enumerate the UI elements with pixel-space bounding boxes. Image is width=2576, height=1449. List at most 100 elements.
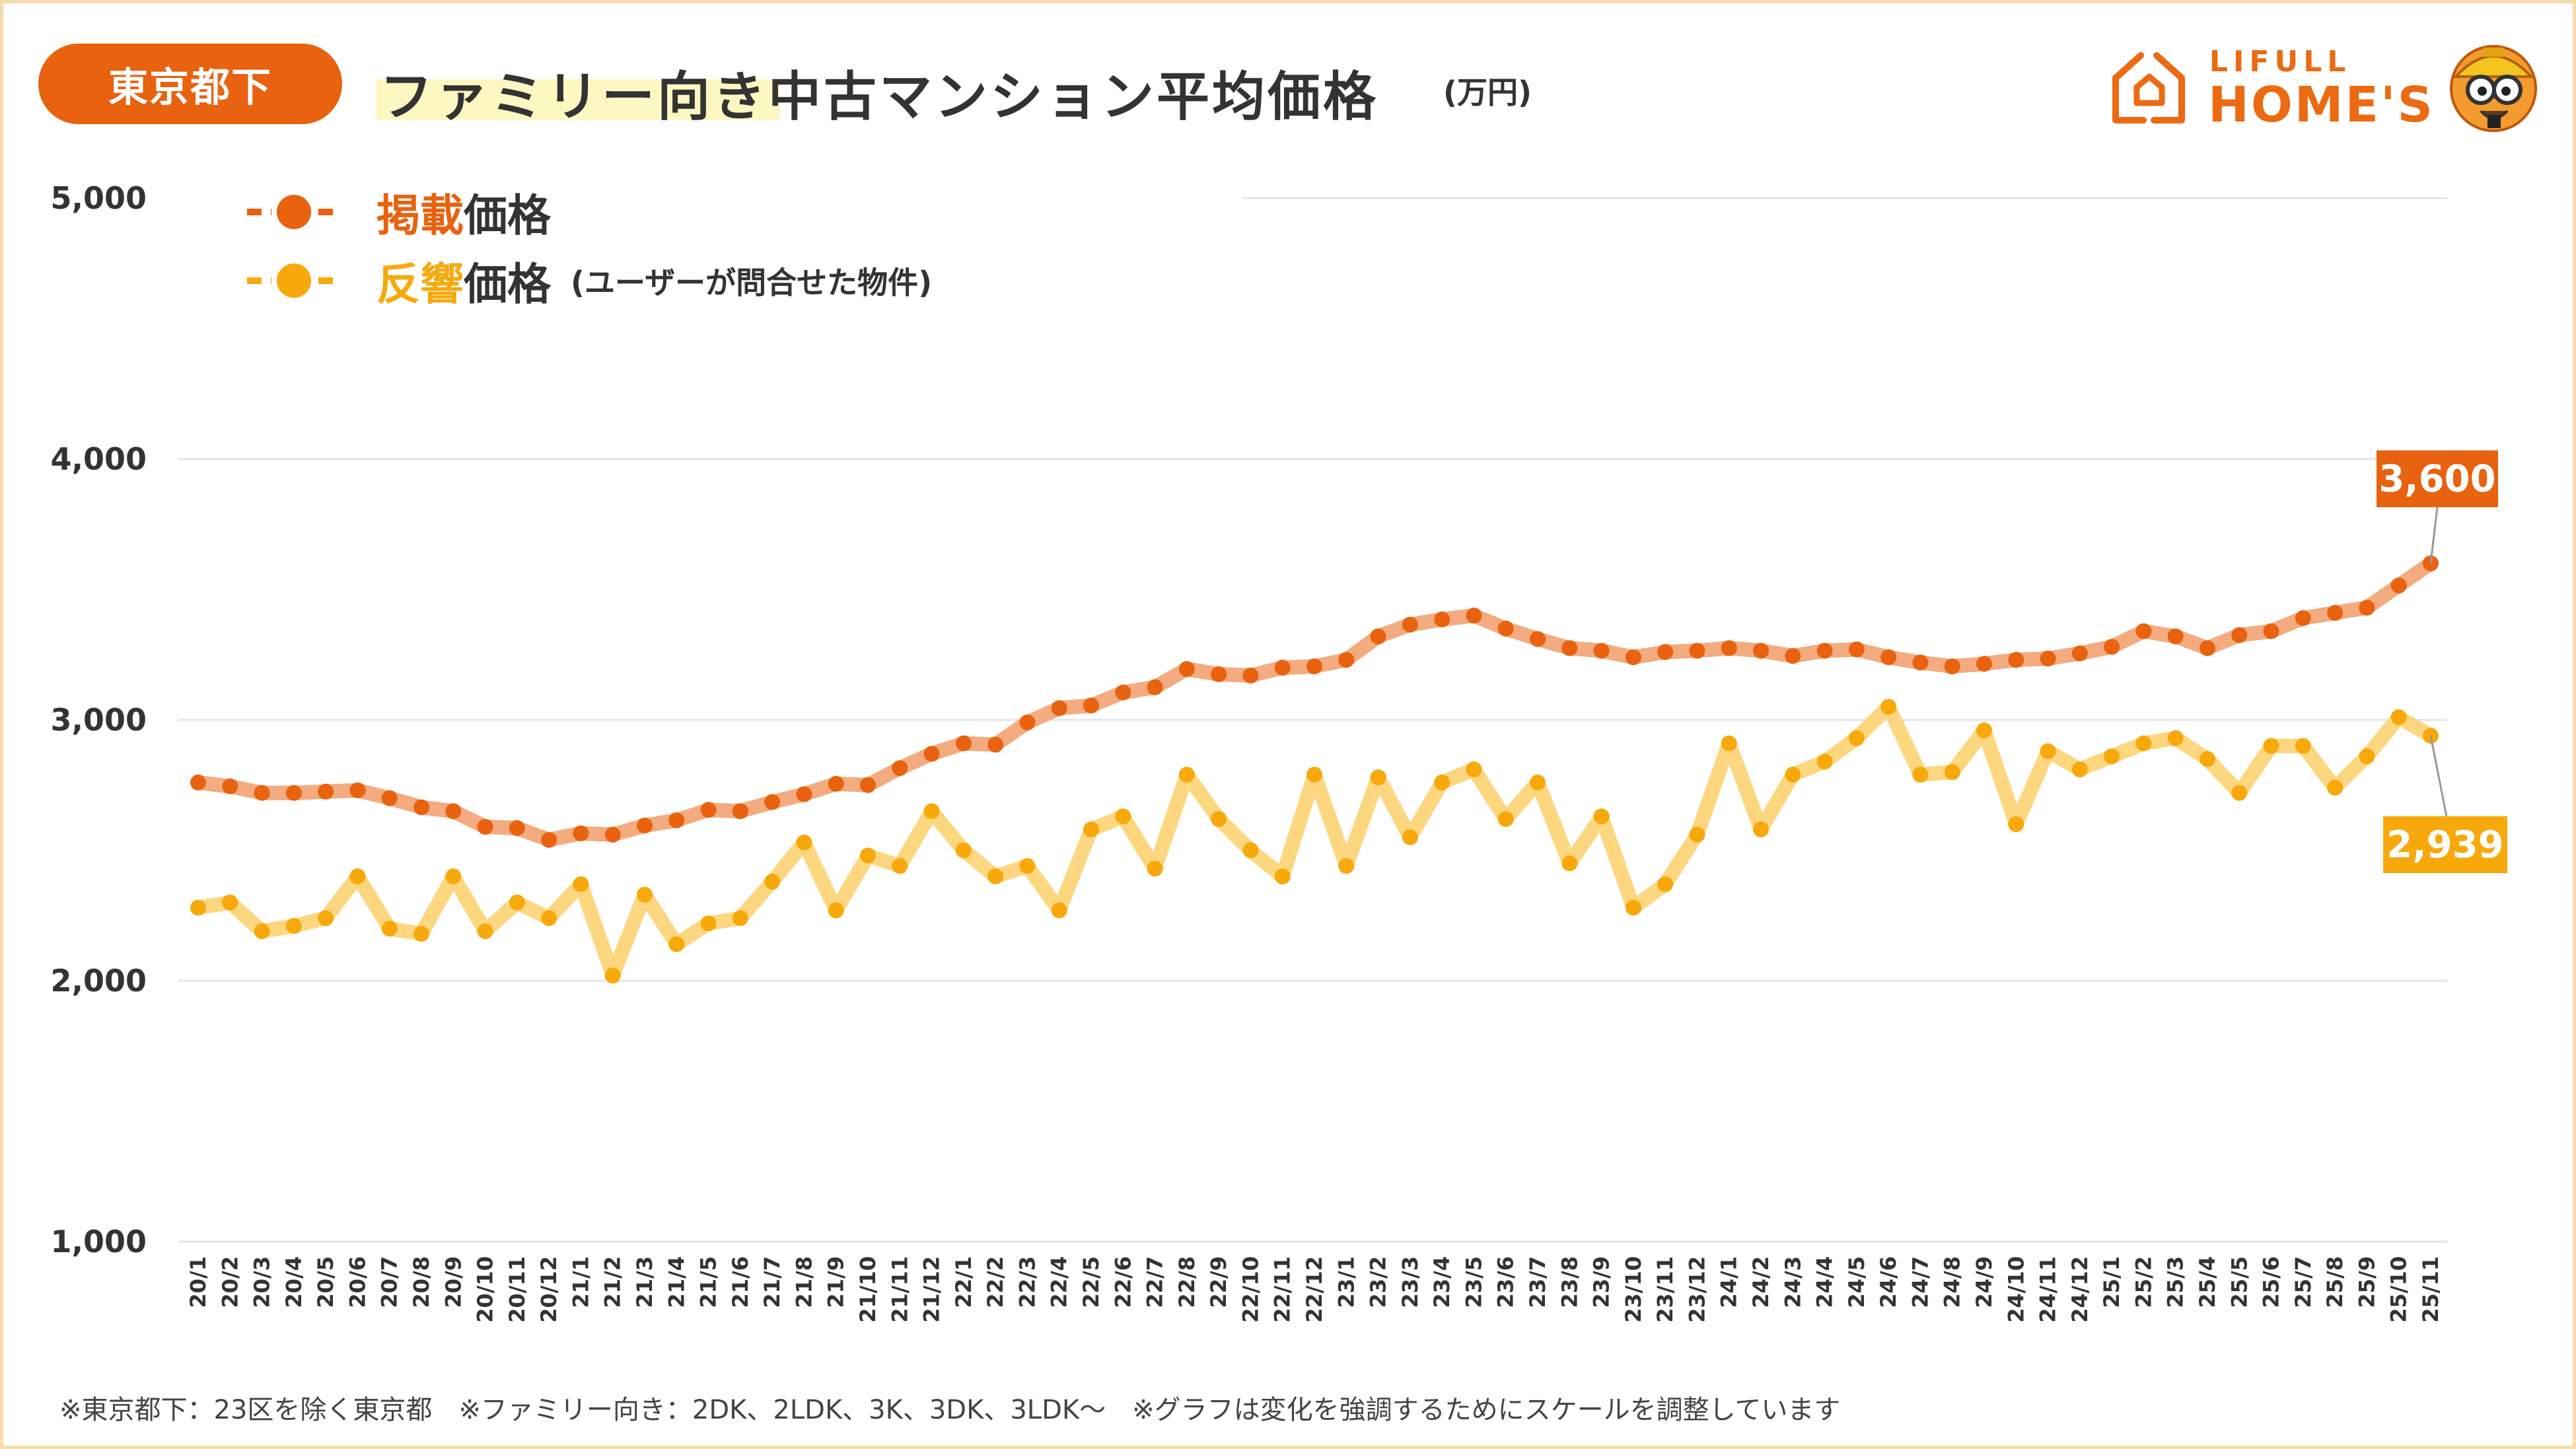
data-point-listed <box>764 794 781 810</box>
x-tick-label: 21/7 <box>760 1256 785 1308</box>
x-tick-label: 20/2 <box>217 1256 242 1308</box>
data-point-response <box>1306 766 1322 783</box>
data-point-listed <box>1083 697 1099 714</box>
x-tick-label: 25/10 <box>2386 1256 2412 1323</box>
x-tick-label: 24/4 <box>1812 1256 1838 1308</box>
data-point-response <box>1147 861 1163 877</box>
data-point-response <box>1912 766 1929 783</box>
data-point-response <box>637 886 653 903</box>
x-tick-label: 21/10 <box>855 1256 880 1323</box>
x-tick-label: 20/5 <box>313 1256 338 1308</box>
x-tick-label: 20/6 <box>345 1256 370 1308</box>
data-point-response <box>892 858 908 874</box>
x-tick-label: 25/4 <box>2195 1256 2220 1308</box>
data-point-response <box>541 910 557 927</box>
data-point-response <box>2104 748 2120 765</box>
data-point-response <box>1338 858 1355 874</box>
data-point-listed <box>222 778 238 795</box>
region-badge: 東京都下 <box>38 44 342 124</box>
x-tick-label: 23/5 <box>1461 1256 1486 1308</box>
data-point-response <box>413 925 429 942</box>
data-point-listed <box>1497 620 1514 637</box>
data-point-listed <box>1625 649 1641 666</box>
x-tick-label: 21/5 <box>696 1256 721 1308</box>
data-point-listed <box>381 790 398 806</box>
data-point-response <box>2231 785 2248 801</box>
x-tick-label: 24/7 <box>1908 1256 1933 1308</box>
data-point-listed <box>1019 714 1036 730</box>
data-point-listed <box>1530 631 1546 647</box>
data-point-response <box>1593 808 1610 825</box>
y-tick-label: 2,000 <box>50 963 147 999</box>
data-point-listed <box>604 826 621 843</box>
data-point-listed <box>285 785 302 801</box>
data-point-listed <box>955 735 972 752</box>
x-tick-label: 21/8 <box>791 1256 816 1308</box>
data-point-listed <box>1689 643 1705 659</box>
data-point-listed <box>1402 616 1418 633</box>
data-point-listed <box>2135 623 2152 639</box>
data-point-listed <box>1880 649 1897 666</box>
x-tick-label: 23/6 <box>1493 1256 1519 1308</box>
x-tick-label: 23/4 <box>1429 1256 1454 1308</box>
data-point-listed <box>1434 611 1450 627</box>
data-point-response <box>764 873 781 890</box>
data-point-response <box>1274 868 1291 884</box>
data-point-listed <box>1753 643 1769 659</box>
data-point-listed <box>190 774 206 791</box>
x-tick-label: 21/11 <box>887 1256 912 1323</box>
callout-label-listed: 3,600 <box>2379 458 2495 501</box>
x-tick-label: 20/9 <box>441 1256 466 1308</box>
data-point-response <box>1019 858 1036 874</box>
data-point-response <box>1785 766 1801 783</box>
x-tick-label: 22/10 <box>1238 1256 1263 1323</box>
callout-leader-listed <box>2429 507 2439 564</box>
x-tick-label: 20/1 <box>186 1256 211 1308</box>
data-point-listed <box>2040 651 2056 667</box>
x-tick-label: 25/11 <box>2418 1256 2443 1323</box>
x-tick-label: 24/10 <box>2003 1256 2028 1323</box>
title-highlight <box>376 79 779 120</box>
x-tick-label: 23/12 <box>1684 1256 1709 1323</box>
x-tick-label: 23/9 <box>1589 1256 1614 1308</box>
lifull-homes-logo: LIFULL HOME'S <box>2110 40 2441 133</box>
data-point-response <box>1753 821 1769 837</box>
data-point-listed <box>541 831 557 848</box>
x-tick-label: 22/6 <box>1110 1256 1135 1308</box>
x-tick-label: 20/4 <box>281 1256 306 1308</box>
y-tick-label: 5,000 <box>50 180 147 216</box>
data-point-response <box>2040 743 2056 760</box>
data-point-listed <box>860 777 876 793</box>
x-tick-label: 25/6 <box>2259 1256 2284 1308</box>
data-point-response <box>1115 808 1131 825</box>
data-point-listed <box>987 736 1004 753</box>
data-point-response <box>1370 769 1386 785</box>
callouts: 3,600 2,939 <box>2377 450 2507 873</box>
data-point-response <box>700 915 717 932</box>
logo-text-lifull: LIFULL <box>2209 45 2351 79</box>
data-point-response <box>1816 754 1833 770</box>
data-point-response <box>222 894 238 911</box>
x-tick-label: 23/11 <box>1653 1256 1678 1323</box>
x-tick-label: 21/2 <box>600 1256 626 1308</box>
x-tick-label: 24/12 <box>2067 1256 2093 1323</box>
data-point-listed <box>1115 684 1131 701</box>
x-tick-label: 21/6 <box>728 1256 753 1308</box>
footnote: ※東京都下：23区を除く東京都 ※ファミリー向き：2DK、2LDK、3K、3DK… <box>59 1395 1841 1425</box>
y-tick-label: 3,000 <box>50 702 147 738</box>
data-point-response <box>1880 699 1897 715</box>
data-point-listed <box>1657 644 1674 660</box>
x-tick-label: 24/11 <box>2036 1256 2061 1323</box>
data-point-listed <box>1211 666 1227 682</box>
series-group <box>190 555 2439 984</box>
data-point-response <box>2008 816 2024 832</box>
data-point-response <box>604 968 621 984</box>
x-tick-label: 25/9 <box>2354 1256 2379 1308</box>
data-point-response <box>2295 738 2311 754</box>
data-point-listed <box>2008 652 2024 668</box>
x-tick-label: 22/2 <box>983 1256 1008 1308</box>
data-point-response <box>1402 829 1418 845</box>
data-point-listed <box>1912 654 1929 671</box>
y-tick-label: 4,000 <box>50 441 147 477</box>
